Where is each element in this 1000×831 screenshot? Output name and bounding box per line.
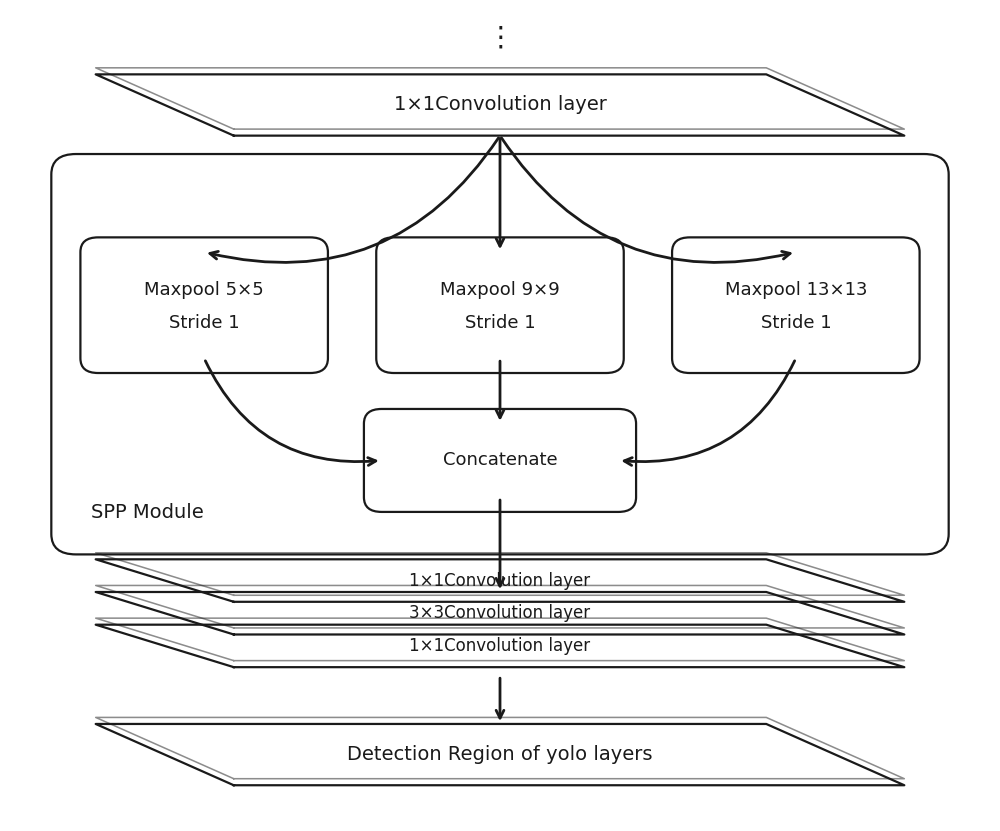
Text: 1×1Convolution layer: 1×1Convolution layer	[409, 637, 591, 655]
Text: Maxpool 9×9: Maxpool 9×9	[440, 282, 560, 299]
Text: Stride 1: Stride 1	[761, 314, 831, 332]
Text: 1×1Convolution layer: 1×1Convolution layer	[394, 96, 606, 115]
Text: ⋮: ⋮	[486, 24, 514, 52]
Polygon shape	[96, 74, 904, 135]
FancyBboxPatch shape	[376, 238, 624, 373]
Polygon shape	[96, 592, 904, 635]
Text: Stride 1: Stride 1	[465, 314, 535, 332]
Text: Concatenate: Concatenate	[443, 451, 557, 470]
Text: Maxpool 5×5: Maxpool 5×5	[144, 282, 264, 299]
FancyBboxPatch shape	[51, 154, 949, 554]
Text: 3×3Convolution layer: 3×3Convolution layer	[409, 604, 591, 622]
Polygon shape	[96, 559, 904, 602]
Text: Detection Region of yolo layers: Detection Region of yolo layers	[347, 745, 653, 764]
Polygon shape	[96, 724, 904, 785]
Text: SPP Module: SPP Module	[91, 503, 204, 522]
FancyBboxPatch shape	[672, 238, 920, 373]
Text: Maxpool 13×13: Maxpool 13×13	[725, 282, 867, 299]
Polygon shape	[96, 625, 904, 667]
Text: 1×1Convolution layer: 1×1Convolution layer	[409, 572, 591, 589]
Text: Stride 1: Stride 1	[169, 314, 239, 332]
FancyBboxPatch shape	[364, 409, 636, 512]
FancyBboxPatch shape	[80, 238, 328, 373]
